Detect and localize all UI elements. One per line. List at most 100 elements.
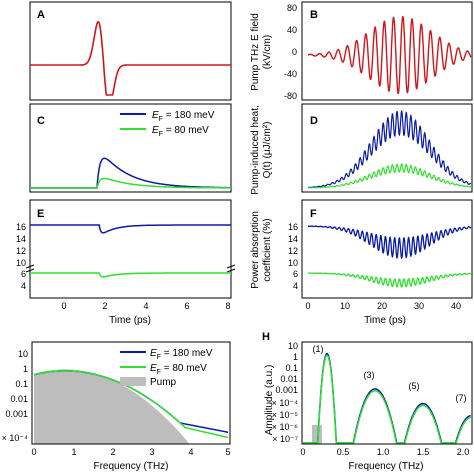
panel-f: F Power absorption coefficient (%) 16 14… (250, 199, 473, 326)
e-ytick: 6 (21, 269, 26, 279)
b-ytick: 40 (287, 25, 297, 35)
e-xtick: 0 (61, 301, 66, 311)
e-ytick: 14 (16, 234, 26, 244)
f-xtick: 0 (305, 301, 310, 311)
h-ylabel: Amplitude (a.u.) (264, 365, 275, 436)
panel-f-180 (308, 225, 472, 260)
panel-f-letter: F (310, 208, 317, 220)
panel-f-80 (308, 272, 471, 288)
h-peak-label: (3) (364, 370, 375, 380)
f-xtick: 30 (414, 301, 424, 311)
h-xtick: 1.5 (417, 447, 430, 457)
f-ytick: 12 (288, 246, 298, 256)
panel-h-frame (301, 341, 473, 445)
h-xtick: 2.0 (457, 447, 470, 457)
panel-a: A (29, 1, 232, 101)
panel-d: D Pump-induced heat, Q(t) (μJ/cm²) (250, 103, 473, 195)
h-ytick: × 10⁻⁶ (272, 422, 299, 432)
b-ytick: -80 (284, 91, 297, 101)
panel-a-letter: A (37, 9, 45, 21)
g-ytick: 1 (23, 364, 28, 374)
g-ytick: 0.01 (10, 394, 28, 404)
panel-e: E 16 14 12 10 6 4 0 2 4 6 8 Time (ps) (16, 199, 236, 326)
g-xtick: 0 (31, 447, 36, 457)
e-xtick: 8 (225, 301, 230, 311)
h-xtick: 1.0 (377, 447, 390, 457)
h-peak-label: (7) (456, 393, 467, 403)
panel-h-letter: H (262, 331, 270, 343)
h-80 (303, 354, 471, 444)
f-xtick: 40 (451, 301, 461, 311)
g-ytick: × 10⁻⁴ (2, 433, 29, 443)
g-ytick: 0.1 (15, 379, 28, 389)
g-ytick: 10 (18, 349, 28, 359)
h-ytick: × 10⁻⁷ (272, 434, 298, 444)
panel-e-frame (29, 199, 232, 299)
g-xlabel: Frequency (THz) (93, 461, 168, 472)
f-ytick: 16 (288, 222, 298, 232)
panel-b-letter: B (310, 9, 318, 21)
h-ytick: × 10⁻⁵ (272, 410, 299, 420)
e-ytick: 4 (21, 281, 26, 291)
f-ylabel-2: coefficient (%) (262, 218, 273, 281)
e-ytick: 12 (16, 246, 26, 256)
f-ytick: 14 (288, 234, 298, 244)
panel-a-frame (29, 1, 232, 101)
panel-b: B 80 40 0 -40 -80 Pump THz E field (kV/c… (250, 1, 473, 101)
panel-g: 10 1 0.1 0.01 0.001 × 10⁻⁴ EF = 180 meV … (2, 341, 231, 472)
e-xtick: 4 (143, 301, 148, 311)
b-ylabel-2: (kV/cm) (262, 35, 273, 69)
g-legend-80: EF = 80 meV (150, 363, 207, 376)
panel-f-frame (301, 199, 473, 299)
panel-a-pulse (30, 20, 231, 96)
b-ytick: 0 (292, 47, 297, 57)
panel-d-letter: D (310, 115, 318, 127)
f-ylabel-1: Power absorption (250, 211, 261, 289)
h-pump-area (312, 425, 322, 444)
b-ylabel-1: Pump THz E field (250, 13, 261, 91)
h-ytick: 0.001 (275, 385, 298, 395)
e-axis-break-right (226, 264, 236, 273)
g-xtick: 1 (71, 447, 76, 457)
f-xtick: 10 (340, 301, 350, 311)
panel-h: H Amplitude (a.u.) 10 1 0.1 0.01 0.001 ×… (262, 331, 473, 472)
panel-c-letter: C (37, 115, 45, 127)
panel-e-80 (30, 272, 231, 278)
e-xlabel: Time (ps) (109, 315, 151, 326)
f-xtick: 20 (377, 301, 387, 311)
panel-d-180 (307, 110, 472, 189)
panel-g-frame (31, 341, 231, 445)
b-ytick: 80 (287, 3, 297, 13)
f-ytick: 6 (293, 269, 298, 279)
h-ytick: 10 (288, 341, 298, 351)
panel-b-field (307, 16, 472, 94)
g-xtick: 5 (225, 447, 230, 457)
h-xtick: 0.5 (337, 447, 350, 457)
e-ytick: 16 (16, 222, 26, 232)
e-ytick: 10 (16, 258, 26, 268)
h-peak-label: (1) (313, 344, 324, 354)
f-xlabel: Time (ps) (364, 315, 406, 326)
legend-180: EF = 180 meV (152, 110, 215, 123)
g-legend-180: EF = 180 meV (150, 348, 213, 361)
panel-e-180 (30, 224, 231, 234)
legend-80: EF = 80 meV (152, 125, 209, 138)
h-ytick: 1 (293, 352, 298, 362)
f-ytick: 10 (288, 258, 298, 268)
b-ytick: -40 (284, 69, 297, 79)
h-xlabel: Frequency (THz) (348, 461, 423, 472)
panel-d-80 (308, 163, 471, 189)
g-xtick: 3 (149, 447, 154, 457)
h-ytick: 0.1 (285, 363, 298, 373)
panel-c: C EF = 180 meV EF = 80 meV (29, 103, 232, 193)
g-legend-pump: Pump (150, 377, 177, 388)
panel-c-80 (30, 177, 231, 189)
d-ylabel-1: Pump-induced heat, (250, 105, 261, 195)
g-xtick: 4 (188, 447, 193, 457)
panel-b-frame (301, 1, 473, 101)
h-180 (303, 352, 471, 444)
panel-c-frame (29, 103, 232, 193)
e-xtick: 2 (102, 301, 107, 311)
h-xtick: 0 (300, 447, 305, 457)
